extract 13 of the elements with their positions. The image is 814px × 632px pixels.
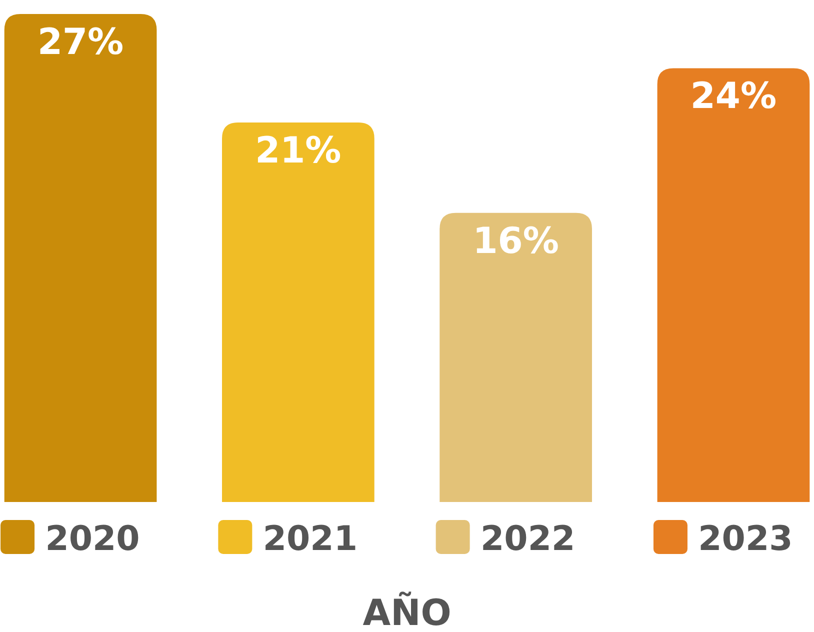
bar: [222, 122, 374, 502]
x-axis-title: AÑO: [362, 591, 452, 632]
data-label: 16%: [472, 220, 559, 262]
bar: [657, 68, 810, 502]
x-tick-label: 2021: [262, 519, 358, 559]
x-tick-label: 2020: [45, 519, 140, 559]
bar: [440, 212, 592, 502]
x-tick-label: 2023: [698, 519, 793, 559]
bar: [4, 14, 157, 502]
data-label: 27%: [37, 22, 124, 63]
data-label: 21%: [255, 130, 342, 172]
data-label: 24%: [690, 76, 777, 118]
x-tick-label: 2022: [480, 519, 576, 559]
